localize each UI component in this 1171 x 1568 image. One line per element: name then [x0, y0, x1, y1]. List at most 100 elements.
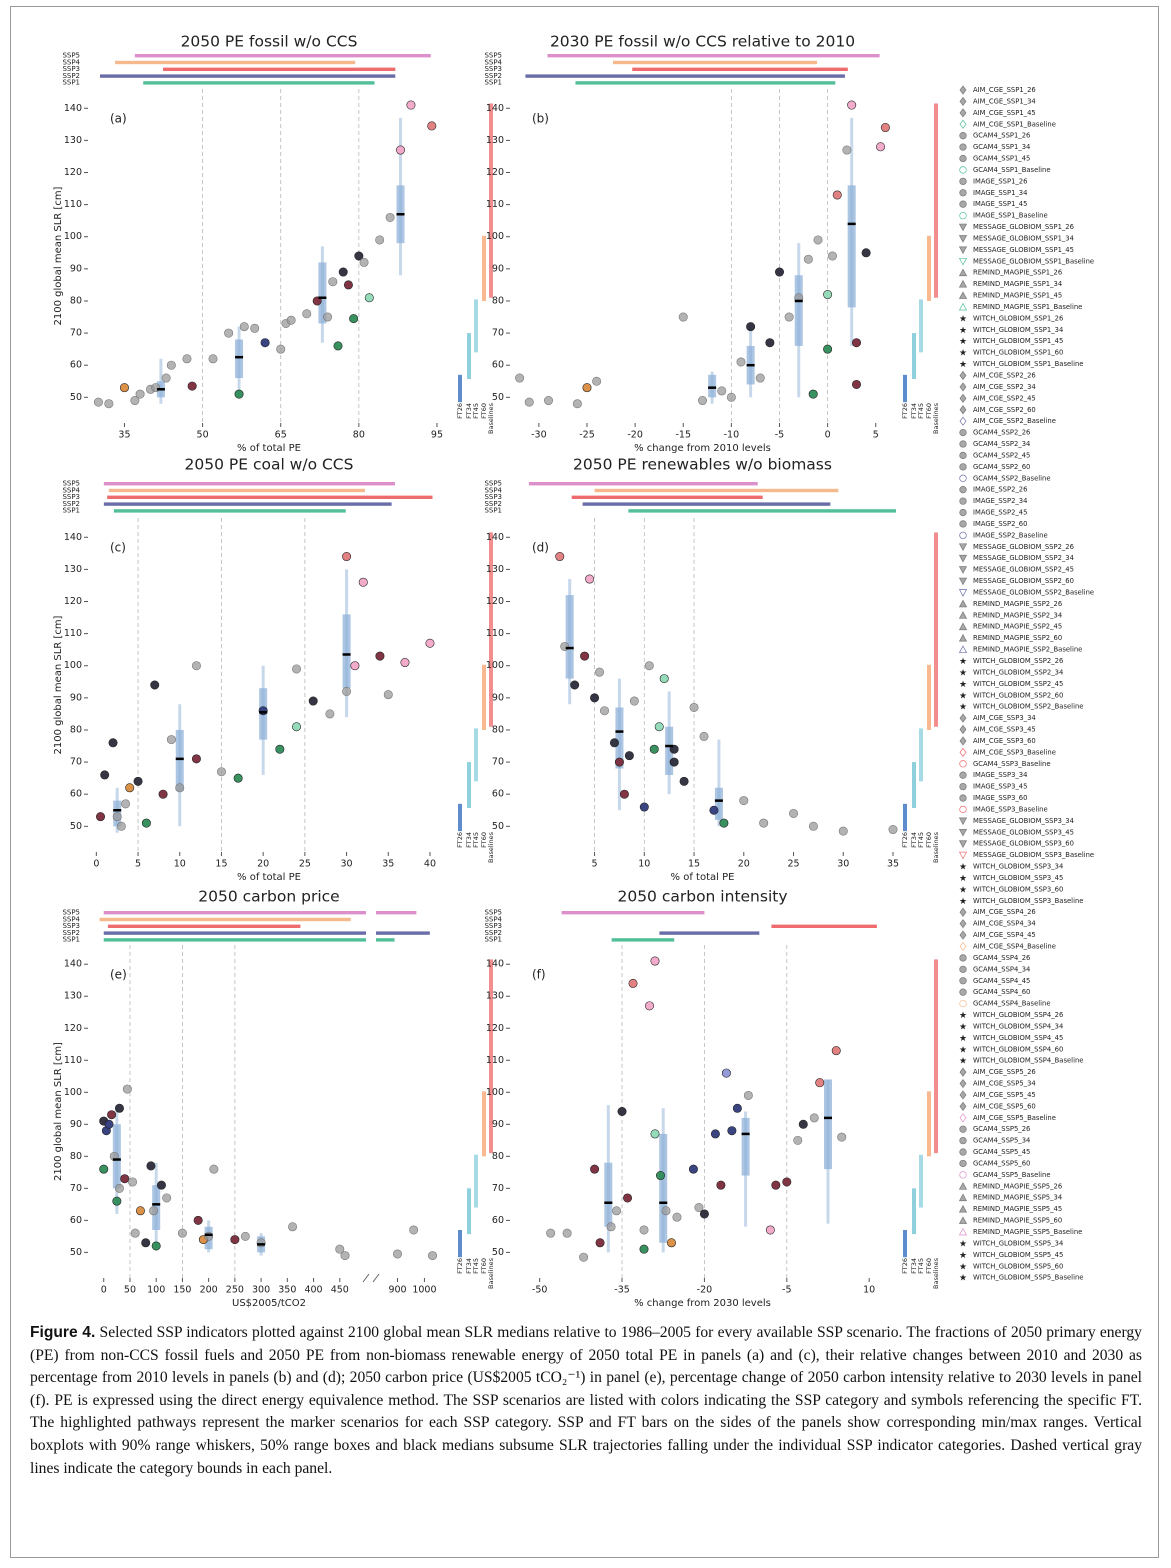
y-tick-label: 80: [492, 295, 504, 306]
legend-entry: GCAM4_SSP1_34: [973, 143, 1030, 151]
scatter-point: [755, 373, 765, 383]
legend-marker: [959, 531, 967, 540]
ft-range-bar: [912, 333, 916, 380]
ft-range-bar: [919, 299, 923, 353]
legend-entry: WITCH_GLOBIOM_SSP1_Baseline: [973, 360, 1083, 368]
scatter-point: [208, 354, 218, 364]
legend-entry: MESSAGE_GLOBIOM_SSP1_45: [973, 246, 1074, 254]
ssp-range-bar: [659, 931, 760, 935]
panel-label: (a): [110, 112, 127, 126]
scatter-point: [128, 1177, 138, 1187]
ft-label: FT34: [910, 832, 918, 848]
scatter-point: [187, 381, 197, 391]
scatter-point: [639, 1225, 649, 1235]
ssp-label: SSP3: [484, 493, 502, 501]
scatter-point: [572, 399, 582, 409]
ssp-range-bar: [103, 482, 395, 486]
ft-range-bar: [934, 959, 938, 1154]
y-tick-label: 100: [486, 1087, 504, 1098]
legend-marker: [959, 736, 967, 746]
box-iqr: [714, 787, 723, 820]
legend-marker: [959, 941, 967, 952]
legend-entry: AIM_CGE_SSP5_26: [973, 1068, 1036, 1076]
ft-range-bar: [934, 532, 938, 727]
legend-entry: REMIND_MAGPIE_SSP5_45: [973, 1205, 1062, 1213]
scatter-point: [146, 1161, 156, 1171]
scatter-point: [409, 1225, 419, 1235]
legend-marker: [959, 119, 967, 129]
ssp-label: SSP3: [62, 65, 80, 73]
scatter-point: [688, 1164, 698, 1174]
scatter-point: [629, 696, 639, 706]
scatter-point: [595, 667, 605, 677]
legend-marker: [959, 747, 967, 757]
y-tick-label: 70: [492, 328, 504, 339]
y-tick-label: 140: [486, 532, 504, 543]
y-tick-label: 100: [486, 660, 504, 671]
legend-entry: REMIND_MAGPIE_SSP1_34: [973, 280, 1062, 288]
ft-label: FT26: [456, 403, 464, 419]
scatter-point: [428, 1251, 438, 1261]
legend-marker: [959, 1101, 967, 1111]
ssp-range-bar: [376, 931, 430, 935]
legend-entry: AIM_CGE_SSP3_45: [973, 726, 1036, 734]
legend-marker: [958, 817, 968, 826]
legend-entry: WITCH_GLOBIOM_SSP3_45: [973, 874, 1063, 882]
scatter-point: [813, 235, 823, 245]
y-tick-label: 70: [70, 1183, 82, 1194]
x-tick-label: 65: [275, 430, 287, 441]
y-tick-label: 80: [492, 1151, 504, 1162]
legend-marker: ★: [959, 326, 967, 336]
scatter-point: [240, 1231, 250, 1241]
scatter-point: [847, 100, 857, 110]
legend-marker: [958, 577, 968, 586]
legend-marker: [958, 235, 968, 243]
scatter-point: [325, 709, 335, 719]
ft-label: FT34: [910, 1258, 918, 1274]
legend-marker: [958, 1182, 968, 1190]
box-iqr: [823, 1079, 832, 1170]
legend-marker: [959, 211, 967, 220]
y-tick-label: 100: [64, 231, 82, 242]
ft-label: FT45: [917, 403, 925, 419]
ft-range-bar: [482, 235, 486, 301]
scatter-point: [182, 354, 192, 364]
ssp-label: SSP4: [484, 915, 502, 923]
y-axis-label: 2100 global mean SLR [cm]: [53, 186, 64, 325]
ssp-label: SSP2: [62, 500, 80, 508]
y-axis-label: 2100 global mean SLR [cm]: [53, 1042, 64, 1181]
y-tick-label: 80: [492, 724, 504, 735]
legend-marker: [959, 805, 967, 814]
scatter-point: [400, 658, 410, 668]
scatter-point: [150, 680, 160, 690]
legend-entry: GCAM4_SSP1_Baseline: [973, 166, 1051, 174]
legend-marker: [958, 1227, 968, 1236]
ssp-label: SSP1: [62, 79, 80, 87]
x-tick-label: 0: [825, 430, 831, 441]
scatter-point: [759, 818, 769, 828]
legend-marker: [959, 965, 967, 973]
x-axis-label: % of total PE: [671, 872, 735, 883]
legend-marker: [959, 919, 967, 929]
chart-title: 2050 PE renewables w/o biomass: [573, 456, 832, 474]
legend-entry: IMAGE_SSP1_26: [973, 177, 1027, 185]
scatter-point: [661, 1206, 671, 1216]
x-tick-label: 40: [424, 859, 436, 870]
legend-entry: AIM_CGE_SSP4_45: [973, 931, 1036, 939]
legend-marker: [959, 520, 967, 528]
x-axis-label: % of total PE: [237, 872, 301, 883]
legend-marker: [959, 154, 967, 163]
scatter-point: [555, 552, 565, 562]
legend-entry: WITCH_GLOBIOM_SSP1_60: [973, 349, 1063, 357]
legend-marker: ★: [959, 874, 967, 884]
ssp-range-bar: [771, 924, 877, 928]
ssp-range-bar: [376, 911, 417, 915]
x-tick-label: 80: [353, 430, 365, 441]
scatter-point: [582, 383, 592, 393]
scatter-point: [156, 1180, 166, 1190]
legend-marker: [959, 405, 967, 415]
x-tick-label: 450: [331, 1285, 349, 1296]
ft-label: FT45: [917, 832, 925, 848]
legend-marker: [959, 497, 967, 505]
scatter-point: [543, 396, 553, 406]
